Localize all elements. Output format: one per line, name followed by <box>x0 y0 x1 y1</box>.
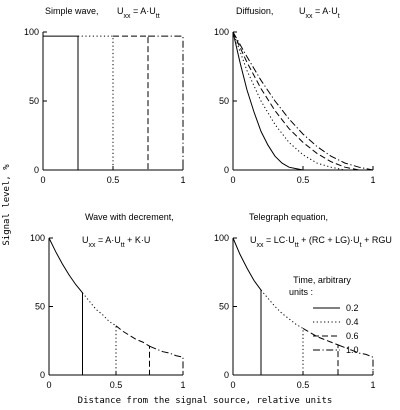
series-line-dash <box>302 327 339 375</box>
x-tick-label: 0.5 <box>110 380 123 390</box>
x-tick-label: 1 <box>180 175 185 185</box>
y-tick-label: 50 <box>219 302 229 312</box>
y-tick-label: 100 <box>30 233 45 243</box>
y-tick-label: 50 <box>29 96 39 106</box>
series-line-dot <box>78 35 114 170</box>
panel-equation: Uxx = A·Utt + K·U <box>82 235 150 249</box>
panel-title: Wave with decrement, <box>85 212 174 222</box>
panel-title: Telegraph equation, <box>249 212 328 222</box>
x-tick-label: 1 <box>370 175 375 185</box>
y-tick-label: 0 <box>40 370 45 380</box>
panel-equation: Uxx = A·Utt <box>117 6 160 20</box>
legend-entry-label: 1.0 <box>346 345 359 355</box>
panel-telegraph-equation: 0 50 100 0 0.5 1 Telegraph equation, Uxx = LC·U… <box>214 212 392 390</box>
legend-entry-label: 0.6 <box>346 331 359 341</box>
legend-entry-label: 0.2 <box>346 303 359 313</box>
panel-diffusion: 0 50 100 0 0.5 1 Diffusion, Uxx = A·Ut <box>214 6 376 185</box>
x-tick-label: 0.5 <box>297 175 310 185</box>
y-tick-label: 0 <box>224 165 229 175</box>
series-line-dash <box>115 325 150 375</box>
series-line-dashdot <box>232 31 374 171</box>
x-tick-label: 0 <box>230 175 235 185</box>
y-tick-label: 0 <box>34 165 39 175</box>
y-tick-label: 50 <box>35 302 45 312</box>
y-tick-label: 100 <box>24 27 39 37</box>
y-tick-label: 0 <box>224 370 229 380</box>
y-axis-label: Signal level, % <box>2 164 12 246</box>
y-tick-label: 50 <box>219 96 229 106</box>
x-tick-label: 0 <box>230 380 235 390</box>
series-line-dashdot <box>149 345 184 375</box>
panel-simple-wave: 0 50 100 0 0.5 1 Simple wave, Uxx = A·Utt <box>24 6 186 185</box>
series-line-dashdot <box>148 35 184 170</box>
series-line-dot <box>232 31 346 171</box>
x-tick-label: 0.5 <box>107 175 120 185</box>
series-line-solid <box>43 35 79 170</box>
y-tick-label: 100 <box>214 27 229 37</box>
legend-title-line1: Time, arbitrary <box>293 275 351 285</box>
series-line-solid <box>232 237 262 375</box>
series-line-solid <box>232 31 317 171</box>
series-line-dot <box>260 289 304 375</box>
x-tick-label: 0 <box>46 380 51 390</box>
panel-wave-with-decrement: 0 50 100 0 0.5 1 Wave with decrement, Uxx = A·U… <box>30 212 186 390</box>
legend-entry-label: 0.4 <box>346 317 359 327</box>
x-axis-label: Distance from the signal source, relativ… <box>78 396 333 406</box>
x-tick-label: 0 <box>40 175 45 185</box>
panel-title: Simple wave, <box>45 6 99 16</box>
legend-title-line2: units : <box>289 287 313 297</box>
y-tick-label: 100 <box>214 233 229 243</box>
series-line-dot <box>82 292 117 375</box>
series-line-dash <box>232 31 360 171</box>
panel-equation: Uxx = A·Ut <box>299 6 340 20</box>
x-tick-label: 1 <box>180 380 185 390</box>
panel-title: Diffusion, <box>236 6 273 16</box>
x-tick-label: 1 <box>370 380 375 390</box>
series-line-dash <box>113 35 149 170</box>
series-line-solid <box>48 237 83 375</box>
x-tick-label: 0.5 <box>297 380 310 390</box>
panel-equation: Uxx = LC·Utt + (RC + LG)·Ut + RGU <box>250 235 392 249</box>
legend: Time, arbitrary units : 0.2 0.4 0.6 1.0 <box>289 275 359 355</box>
